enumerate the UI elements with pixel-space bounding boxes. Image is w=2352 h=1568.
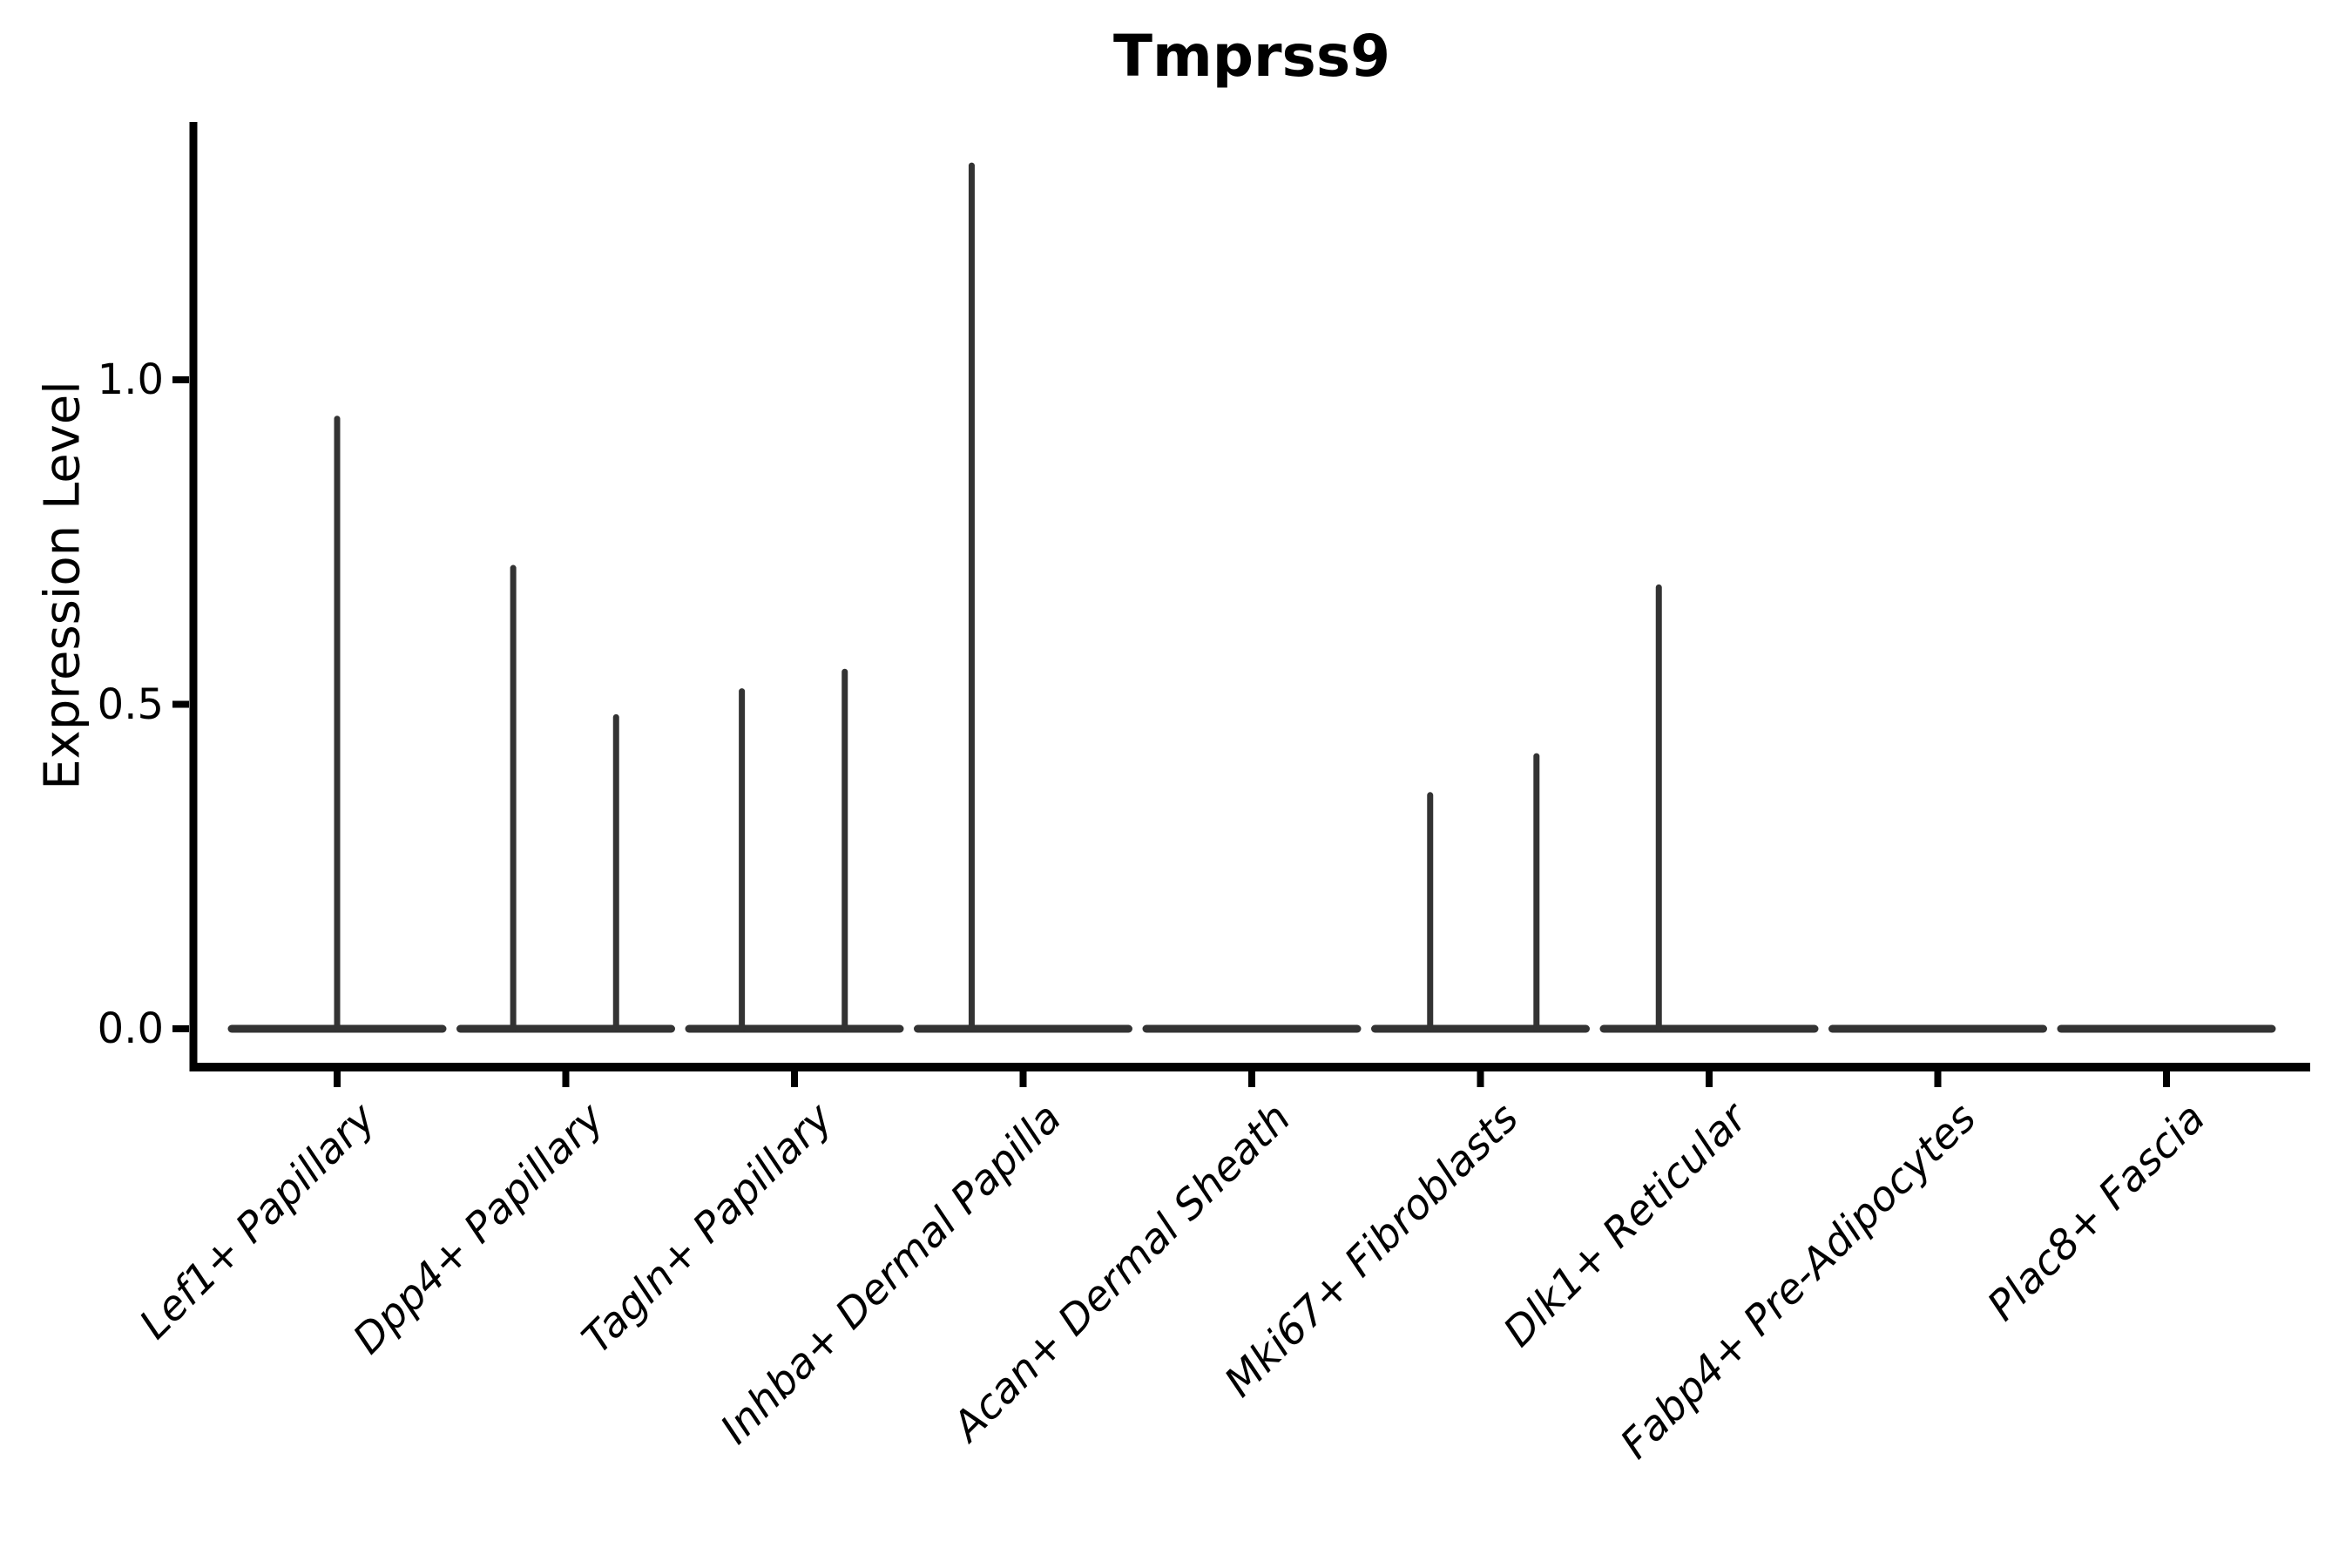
y-tick-label: 0.0 [97,1004,164,1053]
y-tick-label: 1.0 [97,355,164,404]
y-axis-title: Expression Level [34,381,91,790]
chart-title: Tmprss9 [1112,23,1391,90]
y-tick-label: 0.5 [97,679,164,729]
